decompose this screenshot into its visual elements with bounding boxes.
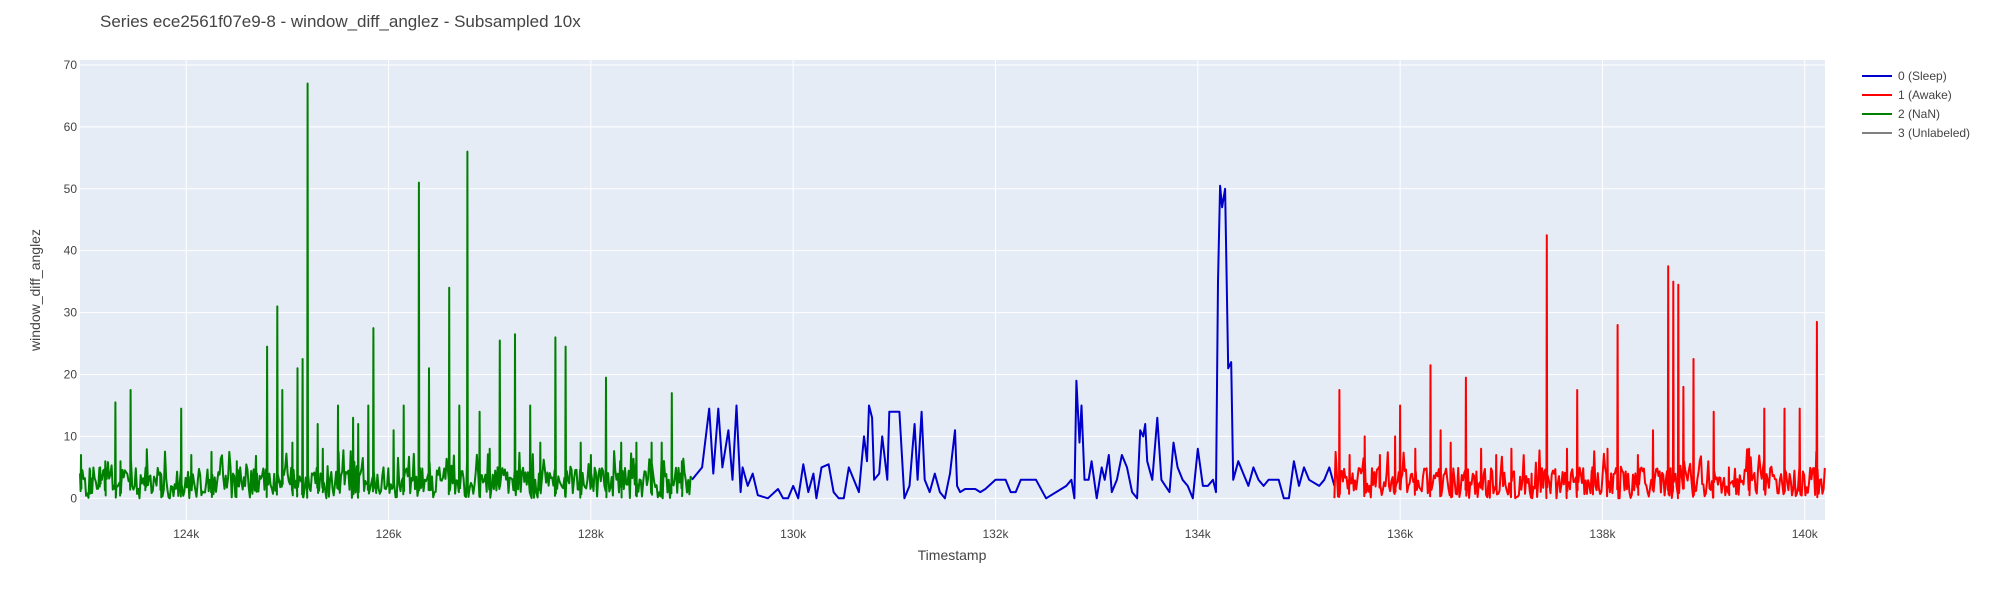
legend-label: 1 (Awake) <box>1898 87 1952 102</box>
tick-layer: 0 10 20 30 40 50 60 70 124k 126k 128k 130k 132k 134k 1… <box>64 58 1819 541</box>
x-tick-label: 124k <box>173 527 200 541</box>
y-tick-label: 40 <box>64 244 78 258</box>
y-tick-label: 0 <box>70 491 77 505</box>
legend-swatch <box>1862 74 1892 77</box>
y-tick-label: 10 <box>64 429 78 443</box>
y-tick-label: 60 <box>64 120 78 134</box>
x-axis-title: Timestamp <box>918 547 987 563</box>
legend-label: 2 (NaN) <box>1898 106 1941 121</box>
x-tick-label: 126k <box>376 527 403 541</box>
series-line-2-nan[interactable] <box>79 82 693 500</box>
y-tick-label: 20 <box>64 368 78 382</box>
x-tick-label: 140k <box>1792 527 1819 541</box>
legend-item-2-nan[interactable]: 2 (NaN) <box>1862 104 1970 123</box>
legend-item-1-awake[interactable]: 1 (Awake) <box>1862 85 1970 104</box>
legend-label: 0 (Sleep) <box>1898 68 1947 83</box>
series-line-1-awake[interactable] <box>1333 234 1826 500</box>
x-tick-label: 134k <box>1185 527 1212 541</box>
x-tick-label: 138k <box>1589 527 1616 541</box>
grid-layer <box>80 60 1825 520</box>
legend-swatch <box>1862 112 1892 115</box>
x-tick-label: 128k <box>578 527 605 541</box>
y-tick-label: 30 <box>64 306 78 320</box>
legend-item-0-sleep[interactable]: 0 (Sleep) <box>1862 66 1970 85</box>
y-axis-title: window_diff_anglez <box>27 229 43 352</box>
x-tick-label: 132k <box>982 527 1009 541</box>
y-tick-label: 70 <box>64 58 78 72</box>
series-layer <box>79 82 1826 500</box>
legend: 0 (Sleep) 1 (Awake) 2 (NaN) 3 (Unlabeled) <box>1862 66 1970 142</box>
y-tick-label: 50 <box>64 182 78 196</box>
x-tick-label: 136k <box>1387 527 1414 541</box>
legend-swatch <box>1862 93 1892 96</box>
legend-swatch <box>1862 131 1892 134</box>
legend-item-3-unlabeled[interactable]: 3 (Unlabeled) <box>1862 123 1970 142</box>
legend-label: 3 (Unlabeled) <box>1898 125 1971 140</box>
series-line-0-sleep[interactable] <box>691 184 1336 500</box>
chart-title: Series ece2561f07e9-8 - window_diff_angl… <box>100 12 581 31</box>
x-tick-label: 130k <box>780 527 807 541</box>
